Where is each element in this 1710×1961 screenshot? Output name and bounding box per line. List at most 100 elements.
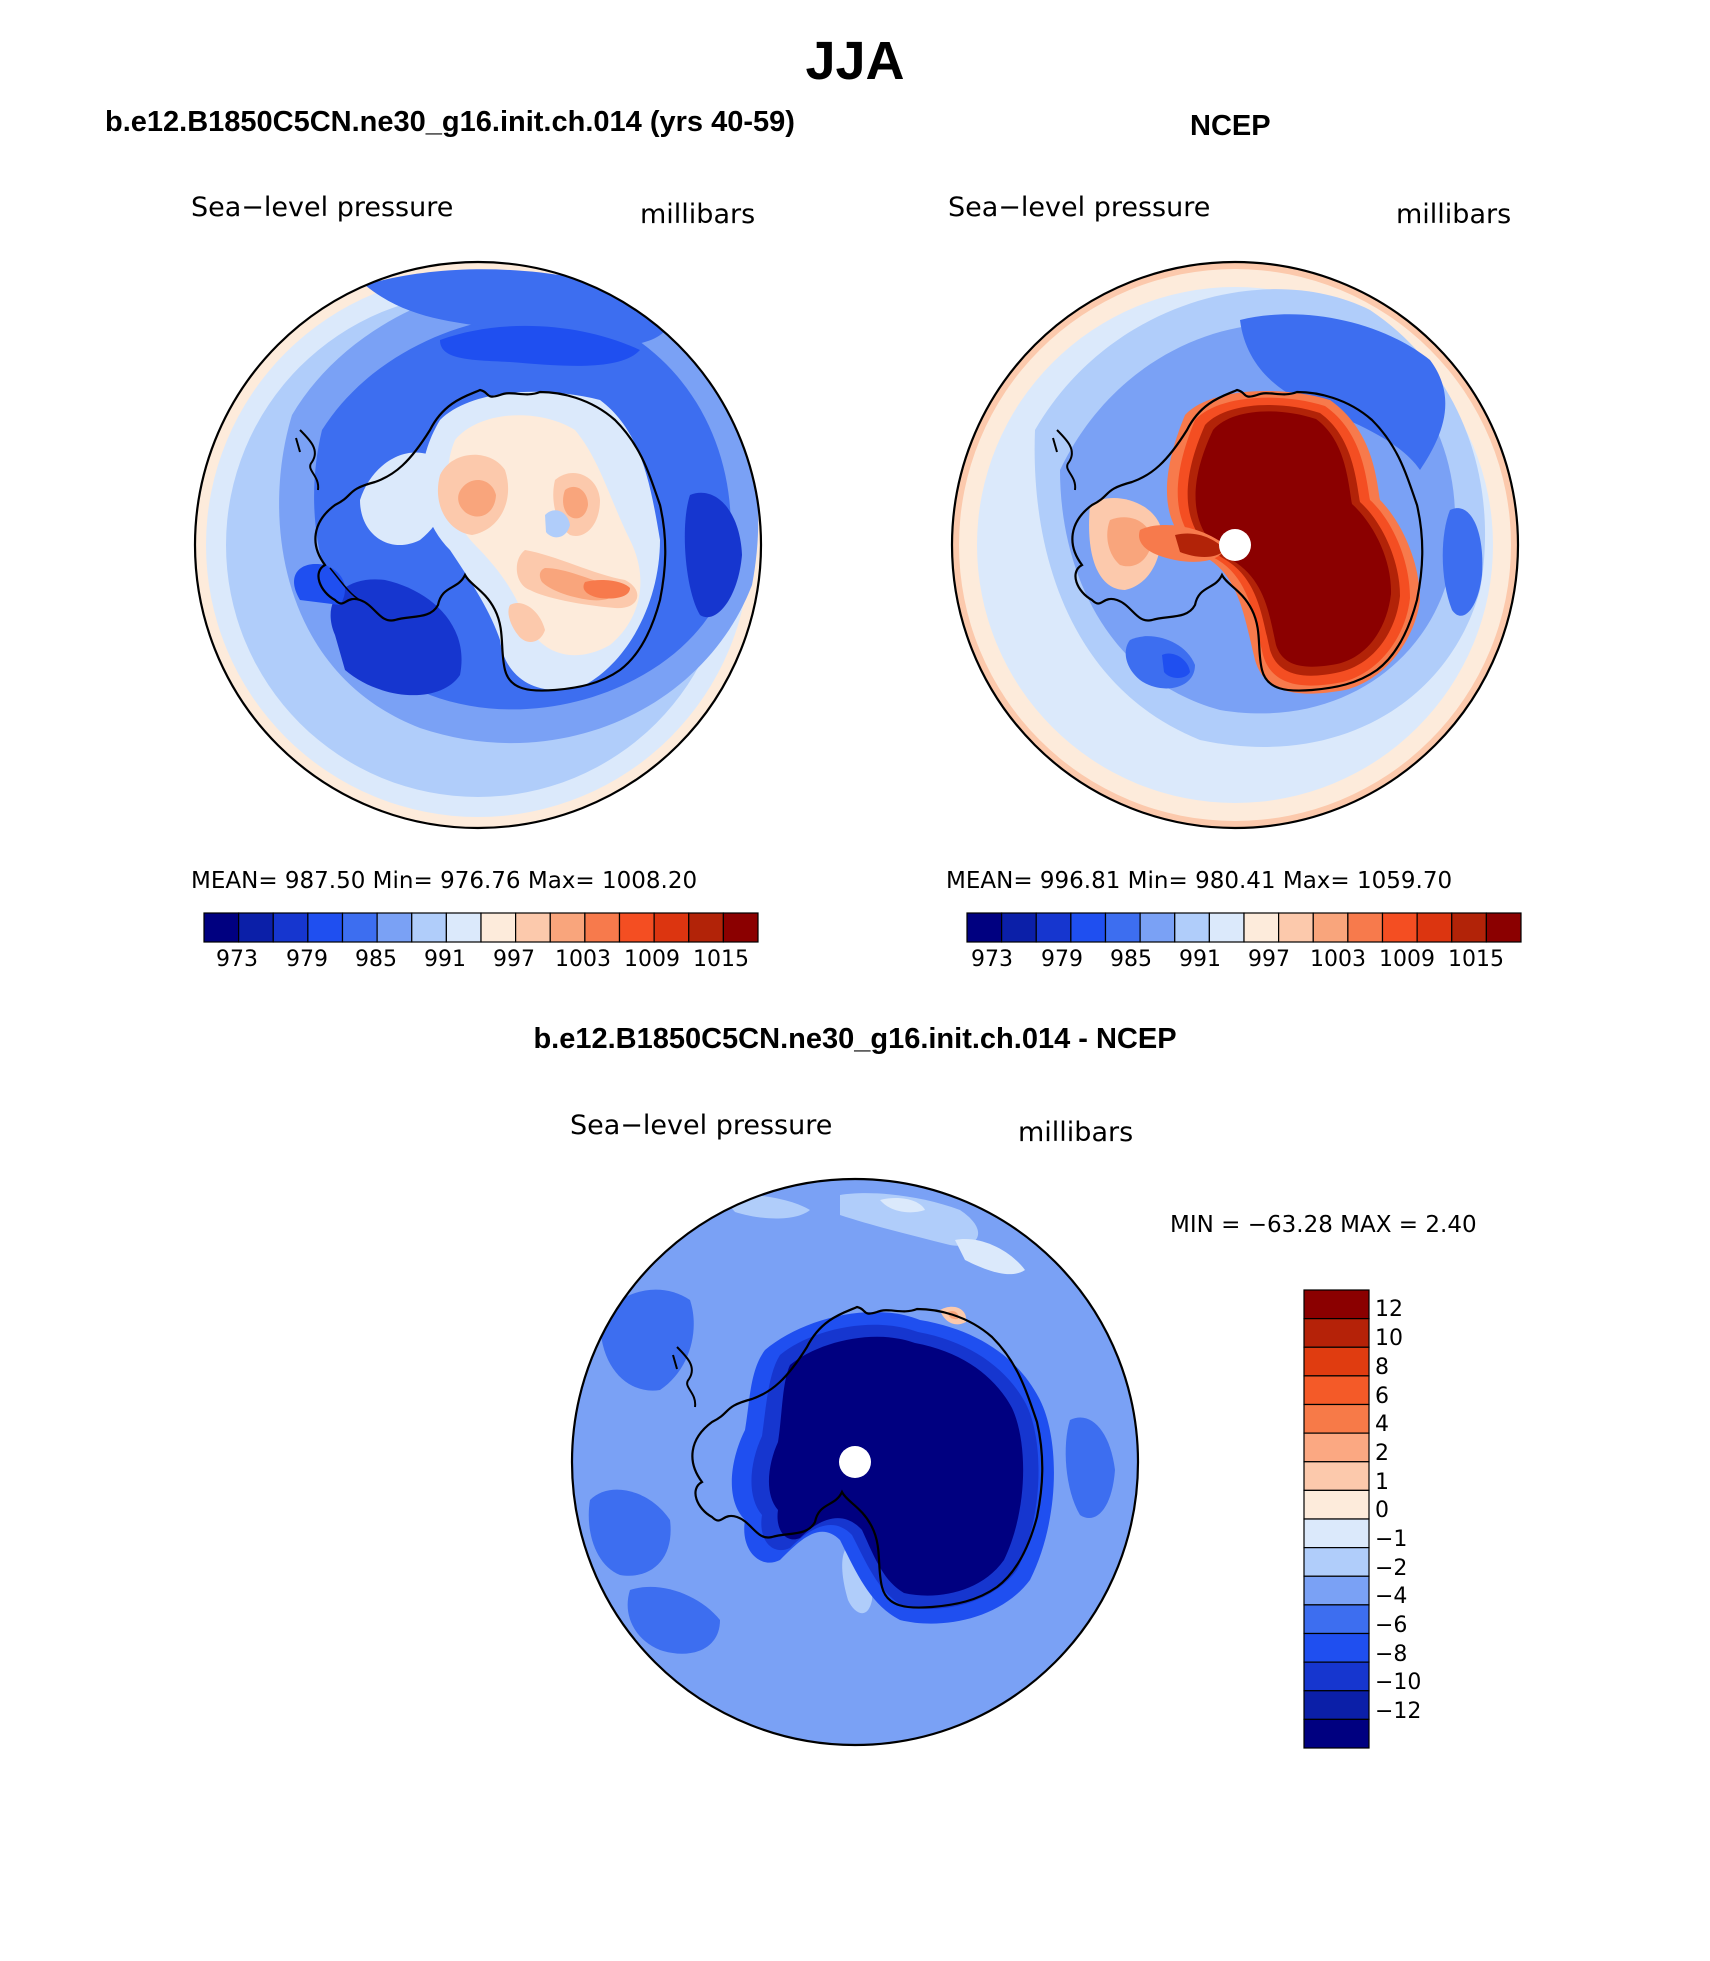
colorbar-swatch: [411, 912, 447, 943]
panel-3-colorbar-tick: −12: [1375, 1699, 1422, 1724]
colorbar-swatch: [1303, 1461, 1370, 1491]
colorbar-swatch: [1303, 1403, 1370, 1434]
panel-3-colorbar-tick: 12: [1375, 1297, 1403, 1322]
panel-3-stats: MIN = −63.28 MAX = 2.40: [1170, 1212, 1477, 1238]
panel-1-variable-label: Sea−level pressure: [191, 192, 454, 223]
panel-2-stats: MEAN= 996.81 Min= 980.41 Max= 1059.70: [946, 868, 1453, 894]
panel-2-map: [950, 260, 1520, 830]
panel-1-colorbar-tick: 1003: [555, 947, 611, 972]
colorbar-swatch: [376, 912, 413, 943]
panel-2-map-border: [950, 260, 1520, 830]
colorbar-swatch: [1485, 912, 1522, 943]
panel-1-colorbar-tick: 997: [493, 947, 535, 972]
colorbar-swatch: [1303, 1432, 1370, 1463]
panel-3-colorbar-tick: −8: [1375, 1642, 1408, 1667]
colorbar-swatch: [272, 912, 309, 943]
panel-1-map: [193, 260, 763, 830]
colorbar-swatch: [653, 912, 690, 943]
colorbar-swatch: [1303, 1547, 1370, 1577]
colorbar-swatch: [341, 912, 378, 943]
panel-3-colorbar-tick: 6: [1375, 1384, 1389, 1409]
panel-1-colorbar-tick: 1009: [624, 947, 680, 972]
panel-3-colorbar: [1303, 1289, 1370, 1749]
antarctica-coastline: [314, 388, 667, 692]
antarctica-coastline: [691, 1305, 1044, 1609]
colorbar-swatch: [1001, 912, 1037, 943]
antarctic-peninsula-outline: [1052, 429, 1077, 491]
colorbar-swatch: [1303, 1289, 1370, 1320]
panel-3-variable-label: Sea−level pressure: [570, 1110, 833, 1141]
colorbar-swatch: [1139, 912, 1176, 943]
colorbar-swatch: [1070, 912, 1107, 943]
panel-3-colorbar-tick: −1: [1375, 1527, 1408, 1552]
panel-2-colorbar: [966, 912, 1522, 943]
colorbar-swatch: [445, 912, 482, 943]
colorbar-swatch: [1381, 912, 1418, 943]
panel-3-colorbar-tick: 0: [1375, 1498, 1389, 1523]
panel-3-colorbar-tick: 8: [1375, 1355, 1389, 1380]
colorbar-swatch: [203, 912, 240, 943]
panel-3-colorbar-tick: −2: [1375, 1556, 1408, 1581]
panel-2-colorbar-tick: 1015: [1448, 947, 1504, 972]
colorbar-swatch: [1303, 1375, 1370, 1406]
colorbar-swatch: [1303, 1661, 1370, 1692]
colorbar-swatch: [1243, 912, 1280, 943]
panel-1-stats: MEAN= 987.50 Min= 976.76 Max= 1008.20: [191, 868, 698, 894]
panel-2-colorbar-tick: 1009: [1379, 947, 1435, 972]
panel-2-colorbar-tick: 985: [1110, 947, 1152, 972]
colorbar-swatch: [480, 912, 517, 943]
panel-2-title: NCEP: [1190, 110, 1271, 142]
colorbar-swatch: [1303, 1518, 1370, 1549]
panel-1-title: b.e12.B1850C5CN.ne30_g16.init.ch.014 (yr…: [105, 106, 795, 138]
colorbar-swatch: [688, 912, 724, 943]
colorbar-swatch: [1104, 912, 1141, 943]
panel-3-colorbar-tick: −6: [1375, 1613, 1408, 1638]
colorbar-swatch: [549, 912, 586, 943]
colorbar-swatch: [1303, 1632, 1370, 1663]
colorbar-swatch: [1303, 1575, 1370, 1606]
panel-3-colorbar-tick: 1: [1375, 1470, 1389, 1495]
colorbar-swatch: [238, 912, 274, 943]
colorbar-swatch: [1303, 1346, 1370, 1377]
panel-3-title: b.e12.B1850C5CN.ne30_g16.init.ch.014 - N…: [533, 1023, 1177, 1055]
colorbar-swatch: [1451, 912, 1487, 943]
panel-1-colorbar-tick: 1015: [693, 947, 749, 972]
colorbar-swatch: [515, 912, 551, 943]
panel-2-colorbar-tick: 979: [1041, 947, 1083, 972]
panel-1-colorbar-tick: 979: [286, 947, 328, 972]
panel-3-colorbar-tick: 2: [1375, 1441, 1389, 1466]
colorbar-swatch: [1303, 1690, 1370, 1720]
panel-1-colorbar: [203, 912, 759, 943]
panel-1-colorbar-tick: 991: [424, 947, 466, 972]
panel-2-units-label: millibars: [1396, 199, 1512, 230]
colorbar-swatch: [307, 912, 344, 943]
panel-1-colorbar-tick: 985: [355, 947, 397, 972]
antarctic-peninsula-outline: [672, 1346, 697, 1408]
panel-2-colorbar-tick: 973: [971, 947, 1013, 972]
colorbar-swatch: [1303, 1318, 1370, 1348]
colorbar-swatch: [1208, 912, 1245, 943]
colorbar-swatch: [1303, 1489, 1370, 1520]
antarctic-peninsula-outline: [295, 429, 320, 491]
panel-1-map-border: [193, 260, 763, 830]
figure-title: JJA: [805, 31, 905, 91]
panel-2-colorbar-tick: 991: [1179, 947, 1221, 972]
colorbar-swatch: [584, 912, 621, 943]
panel-2-colorbar-tick: 997: [1248, 947, 1290, 972]
panel-3-colorbar-tick: 4: [1375, 1412, 1389, 1437]
panel-3-colorbar-tick: −10: [1375, 1670, 1422, 1695]
colorbar-swatch: [1303, 1718, 1370, 1749]
panel-3-map: [570, 1177, 1140, 1747]
colorbar-swatch: [1278, 912, 1314, 943]
panel-2-variable-label: Sea−level pressure: [948, 192, 1211, 223]
colorbar-swatch: [1416, 912, 1453, 943]
south-pole-mask: [839, 1446, 871, 1478]
panel-1-units-label: millibars: [640, 199, 756, 230]
colorbar-swatch: [618, 912, 655, 943]
south-pole-mask: [1219, 529, 1251, 561]
panel-3-units-label: millibars: [1018, 1117, 1134, 1148]
colorbar-swatch: [1174, 912, 1210, 943]
colorbar-swatch: [1035, 912, 1072, 943]
panel-1-colorbar-tick: 973: [216, 947, 258, 972]
